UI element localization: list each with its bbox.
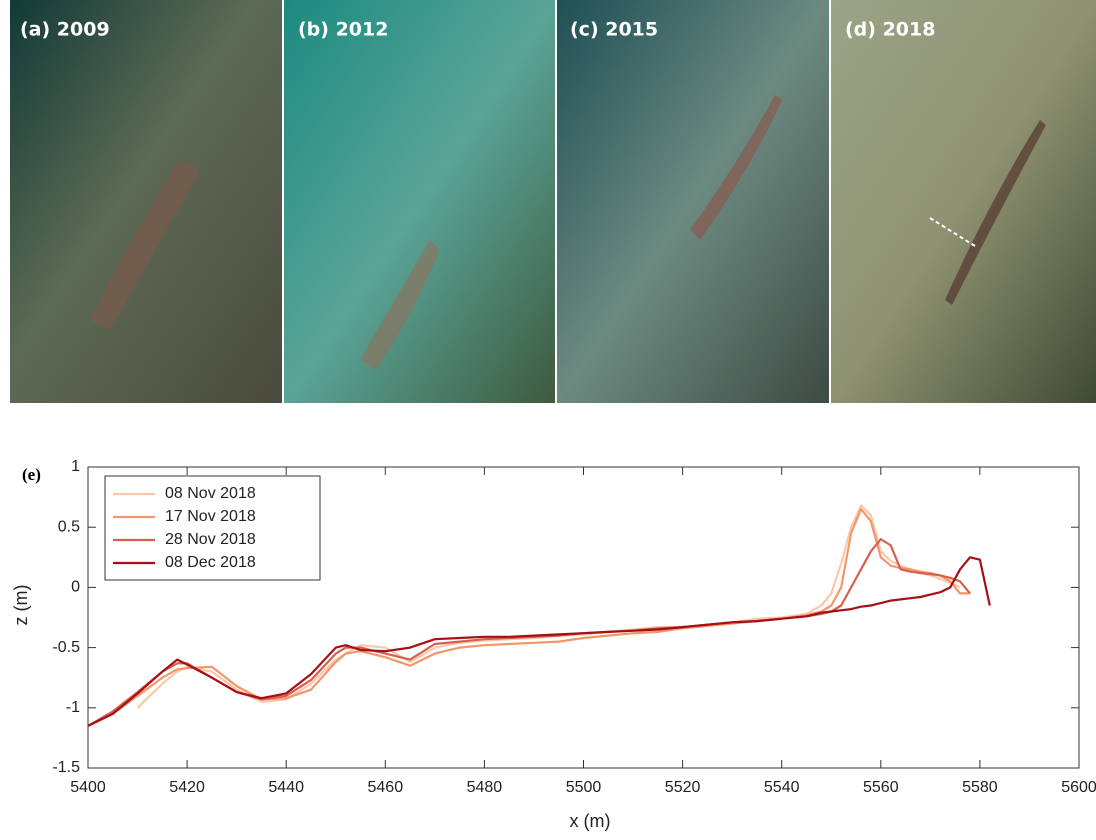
legend-label: 08 Dec 2018 — [165, 554, 256, 571]
y-tick-label: -1 — [66, 699, 80, 716]
x-tick-label: 5420 — [169, 779, 205, 796]
x-tick-label: 5500 — [566, 779, 602, 796]
y-tick-label: -0.5 — [52, 639, 80, 656]
x-tick-label: 5600 — [1061, 779, 1096, 796]
y-tick-label: -1.5 — [52, 759, 80, 776]
satellite-image — [284, 0, 555, 403]
legend-label: 17 Nov 2018 — [165, 508, 256, 525]
sandbar — [690, 95, 782, 240]
chart-title: (e) — [22, 465, 41, 484]
image-panels: (a) 2009 (b) 2012 (c) 2015 (d) 2018 — [10, 0, 1096, 403]
sandbar — [90, 160, 200, 330]
x-axis-label: x (m) — [570, 811, 611, 831]
sandbar — [945, 120, 1046, 305]
y-tick-label: 1 — [71, 458, 80, 475]
x-tick-label: 5440 — [268, 779, 304, 796]
satellite-image — [831, 0, 1096, 403]
transect — [929, 217, 976, 247]
x-tick-label: 5480 — [467, 779, 503, 796]
data-line — [136, 504, 961, 709]
y-axis-label: z (m) — [11, 585, 31, 626]
y-tick-label: 0 — [71, 579, 80, 596]
x-tick-label: 5580 — [962, 779, 998, 796]
x-tick-label: 5460 — [368, 779, 404, 796]
panel-label: (d) 2018 — [845, 19, 935, 41]
panel-label: (a) 2009 — [20, 19, 110, 41]
legend-label: 28 Nov 2018 — [165, 531, 256, 548]
x-tick-label: 5520 — [665, 779, 701, 796]
sandbar — [360, 240, 440, 370]
satellite-image — [557, 0, 829, 403]
panel-label: (c) 2015 — [570, 19, 658, 41]
data-line — [87, 556, 991, 727]
x-tick-label: 5400 — [70, 779, 106, 796]
panel-label: (b) 2012 — [298, 19, 388, 41]
x-tick-label: 5540 — [764, 779, 800, 796]
y-tick-label: 0.5 — [58, 518, 80, 535]
legend-label: 08 Nov 2018 — [165, 485, 256, 502]
satellite-image — [10, 0, 282, 403]
x-tick-label: 5560 — [863, 779, 899, 796]
